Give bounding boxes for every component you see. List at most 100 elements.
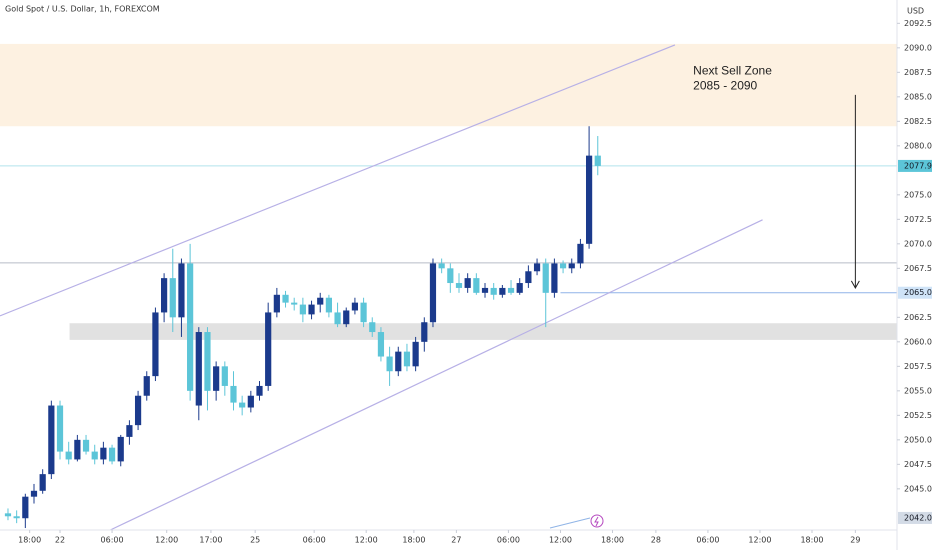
chart-title: Gold Spot / U.S. Dollar, 1h, FOREXCOM bbox=[5, 5, 160, 14]
candle-body bbox=[481, 287, 489, 293]
candle-body bbox=[126, 425, 133, 437]
y-tick-label: 2090.00 bbox=[904, 43, 932, 52]
candle-body bbox=[473, 278, 480, 293]
x-tick-label: 06:00 bbox=[101, 536, 124, 545]
price-marker-label: 2065.01 bbox=[904, 288, 932, 297]
candle-body bbox=[221, 366, 228, 386]
candle-body bbox=[213, 366, 220, 391]
candle-body bbox=[13, 516, 20, 519]
y-tick-label: 2082.50 bbox=[904, 117, 932, 126]
trend-line bbox=[110, 219, 763, 531]
candle-body bbox=[343, 310, 350, 325]
candle-body bbox=[134, 395, 142, 426]
y-tick-label: 2057.50 bbox=[904, 362, 932, 371]
candle-body bbox=[542, 263, 549, 293]
x-tick-label: 12:00 bbox=[155, 536, 178, 545]
candle-body bbox=[421, 322, 428, 342]
candle-body bbox=[74, 439, 81, 460]
x-tick-label: 18:00 bbox=[18, 536, 41, 545]
y-tick-label: 2070.00 bbox=[904, 239, 932, 248]
x-tick-label: 25 bbox=[250, 536, 260, 545]
y-tick-label: 2062.50 bbox=[904, 313, 932, 322]
candle-body bbox=[117, 436, 124, 462]
annotation-text: Next Sell Zone bbox=[693, 63, 772, 77]
candle-body bbox=[559, 263, 567, 269]
y-tick-label: 2050.00 bbox=[904, 435, 932, 444]
candle-body bbox=[256, 385, 263, 396]
candle-body bbox=[525, 271, 532, 284]
y-tick-label: 2055.00 bbox=[904, 386, 932, 395]
candle-body bbox=[516, 283, 523, 293]
candle-body bbox=[299, 304, 306, 315]
candle-body bbox=[152, 312, 159, 377]
candle-body bbox=[585, 155, 593, 244]
price-marker bbox=[898, 159, 932, 172]
candle-body bbox=[39, 474, 46, 491]
event-icon[interactable] bbox=[590, 514, 604, 528]
y-tick-label: 2067.50 bbox=[904, 264, 932, 273]
candle-body bbox=[551, 263, 558, 293]
candle-body bbox=[429, 263, 437, 323]
y-tick-label: 2052.50 bbox=[904, 411, 932, 420]
candle-body bbox=[265, 312, 272, 386]
candle-body bbox=[447, 268, 454, 284]
y-tick-label: 2047.50 bbox=[904, 460, 932, 469]
candle-body bbox=[195, 332, 202, 406]
candle-body bbox=[100, 447, 107, 460]
currency-label: USD bbox=[907, 7, 924, 16]
candle-body bbox=[178, 263, 185, 318]
x-tick-label: 12:00 bbox=[549, 536, 572, 545]
zone bbox=[0, 43, 897, 127]
price-marker bbox=[898, 511, 932, 524]
x-tick-label: 18:00 bbox=[601, 536, 624, 545]
candle-body bbox=[161, 278, 168, 313]
x-tick-label: 18:00 bbox=[800, 536, 823, 545]
price-marker-label: 2077.95 bbox=[904, 161, 932, 170]
candle-body bbox=[273, 294, 280, 313]
candle-body bbox=[395, 351, 402, 372]
candle-body bbox=[455, 283, 463, 288]
candle-body bbox=[48, 405, 55, 475]
candle-body bbox=[438, 263, 445, 269]
candle-body bbox=[30, 490, 38, 497]
x-tick-label: 28 bbox=[651, 536, 661, 545]
candle-body bbox=[108, 447, 116, 462]
candle-body bbox=[239, 402, 246, 408]
x-tick-label: 12:00 bbox=[748, 536, 771, 545]
candle-body bbox=[490, 287, 497, 295]
annotation-text: 2085 - 2090 bbox=[693, 78, 757, 92]
candle-body bbox=[533, 263, 541, 272]
y-tick-label: 2072.50 bbox=[904, 215, 932, 224]
y-tick-label: 2075.00 bbox=[904, 190, 932, 199]
candle-body bbox=[577, 243, 584, 264]
candle-body bbox=[377, 332, 385, 357]
y-tick-label: 2080.00 bbox=[904, 141, 932, 150]
candle-body bbox=[325, 297, 332, 313]
candle-body bbox=[412, 341, 419, 367]
x-tick-label: 06:00 bbox=[497, 536, 520, 545]
x-tick-label: 06:00 bbox=[696, 536, 719, 545]
event-icon-bolt bbox=[594, 516, 599, 527]
trend-line bbox=[0, 44, 676, 317]
y-tick-label: 2092.50 bbox=[904, 19, 932, 28]
candle-body bbox=[351, 302, 359, 311]
y-tick-label: 2060.00 bbox=[904, 337, 932, 346]
candle-body bbox=[464, 278, 471, 288]
price-marker-label: 2042.03 bbox=[904, 513, 932, 522]
y-tick-label: 2085.00 bbox=[904, 92, 932, 101]
candle-body bbox=[187, 263, 194, 391]
candle-body bbox=[507, 287, 515, 293]
candle-body bbox=[403, 351, 411, 367]
zone bbox=[69, 323, 898, 340]
candle-body bbox=[22, 496, 29, 519]
x-tick-label: 27 bbox=[451, 536, 461, 545]
candle-body bbox=[4, 513, 12, 517]
candle-body bbox=[230, 385, 237, 403]
candle-body bbox=[308, 304, 315, 315]
candle-body bbox=[56, 405, 64, 452]
candle-body bbox=[82, 439, 90, 452]
candle-body bbox=[169, 278, 176, 318]
candle-body bbox=[568, 263, 575, 269]
candle-body bbox=[247, 395, 254, 408]
candle-body bbox=[143, 376, 150, 396]
